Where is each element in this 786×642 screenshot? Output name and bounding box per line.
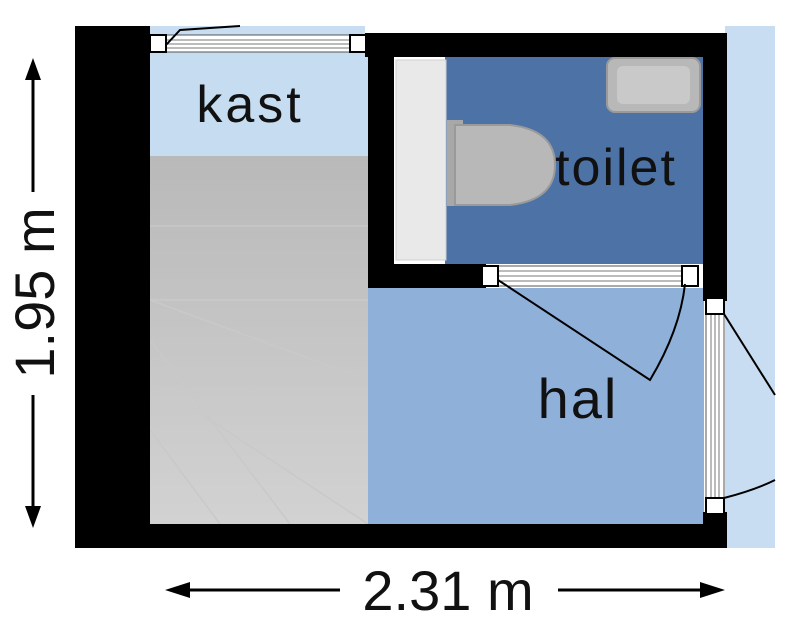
arrow-down-icon: [25, 506, 41, 528]
toilet-door: [481, 265, 699, 382]
arrow-up-icon: [25, 58, 41, 80]
toilet-side-panel: [395, 59, 447, 261]
sink-basin: [617, 66, 690, 104]
arrow-right-icon: [700, 582, 725, 598]
outside-right-area: [725, 26, 775, 548]
toilet-bowl-icon: [454, 124, 557, 206]
width-dimension: 2.31 m: [165, 559, 725, 622]
arrow-left-icon: [165, 582, 190, 598]
stair-step-lines: [149, 225, 369, 525]
room-label-hal: hal: [538, 367, 619, 430]
height-dimension-label: 1.95 m: [3, 207, 66, 378]
room-label-kast: kast: [196, 76, 303, 134]
room-label-toilet: toilet: [555, 139, 677, 197]
hal-floor: [368, 288, 704, 524]
kast-floor: [150, 52, 368, 156]
top-door-frame: [149, 25, 367, 53]
front-door: [705, 297, 776, 515]
width-dimension-label: 2.31 m: [362, 559, 533, 622]
walls: [75, 26, 727, 548]
height-dimension: 1.95 m: [3, 58, 66, 528]
